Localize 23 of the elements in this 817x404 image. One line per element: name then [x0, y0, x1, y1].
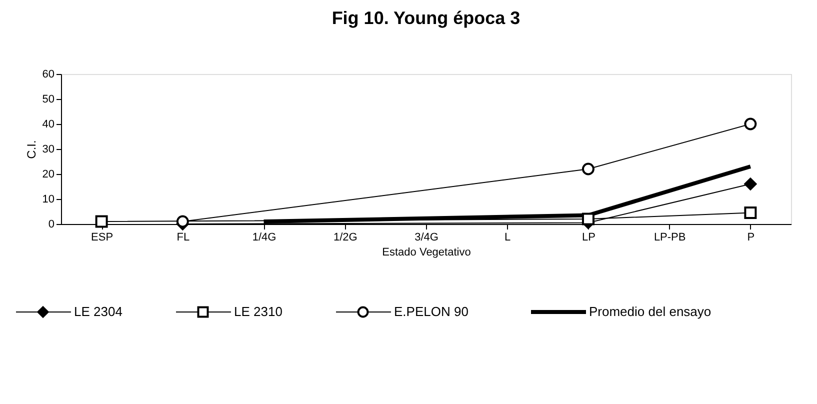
y-tick-label: 60	[42, 68, 54, 80]
y-tick-label: 10	[42, 194, 54, 206]
y-tick-label: 40	[42, 118, 54, 130]
x-axis-title: Estado Vegetativo	[382, 246, 471, 258]
x-tick-label: 1/4G	[252, 232, 276, 244]
y-axis-title: C.I.	[24, 140, 38, 159]
chart-title: Fig 10. Young época 3	[332, 8, 520, 28]
y-tick-label: 50	[42, 94, 54, 106]
y-tick-label: 30	[42, 144, 54, 156]
legend-label: Promedio del ensayo	[589, 304, 712, 319]
legend-label: LE 2310	[234, 304, 282, 319]
legend-label: E.PELON 90	[394, 304, 468, 319]
x-tick-label: P	[747, 232, 755, 244]
x-tick-label: 3/4G	[414, 232, 438, 244]
x-tick-label: ESP	[91, 232, 114, 244]
legend-label: LE 2304	[74, 304, 122, 319]
x-tick-label: LP-PB	[654, 232, 686, 244]
x-tick-label: LP	[582, 232, 596, 244]
x-tick-label: 1/2G	[333, 232, 358, 244]
y-tick-label: 20	[42, 168, 54, 180]
x-tick-label: L	[504, 232, 511, 244]
x-tick-label: FL	[176, 232, 190, 244]
y-tick-label: 0	[48, 218, 54, 230]
